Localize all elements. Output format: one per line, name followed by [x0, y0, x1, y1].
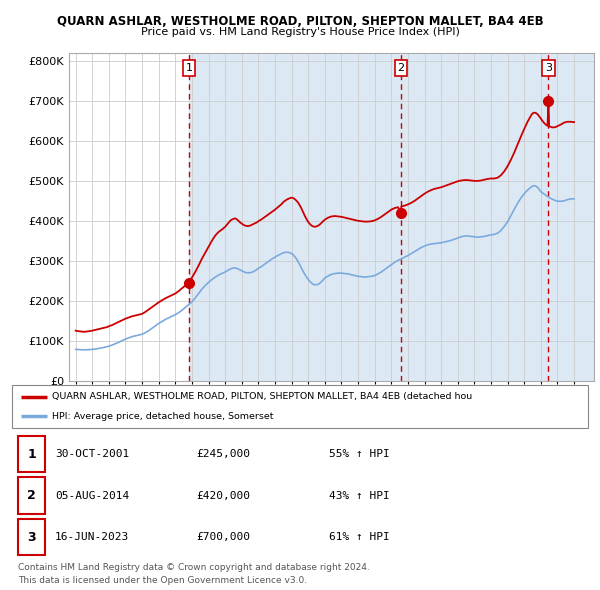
Text: 05-AUG-2014: 05-AUG-2014 [55, 491, 130, 500]
Text: 16-JUN-2023: 16-JUN-2023 [55, 532, 130, 542]
Text: Contains HM Land Registry data © Crown copyright and database right 2024.: Contains HM Land Registry data © Crown c… [18, 563, 370, 572]
Text: 2: 2 [27, 489, 36, 502]
Text: 3: 3 [27, 530, 36, 543]
Text: This data is licensed under the Open Government Licence v3.0.: This data is licensed under the Open Gov… [18, 576, 307, 585]
FancyBboxPatch shape [18, 519, 46, 555]
FancyBboxPatch shape [12, 385, 588, 428]
Bar [189, 53, 594, 381]
Text: £700,000: £700,000 [196, 532, 250, 542]
Text: 30-OCT-2001: 30-OCT-2001 [55, 449, 130, 459]
Text: £245,000: £245,000 [196, 449, 250, 459]
Text: Price paid vs. HM Land Registry's House Price Index (HPI): Price paid vs. HM Land Registry's House … [140, 27, 460, 37]
Text: 61% ↑ HPI: 61% ↑ HPI [329, 532, 389, 542]
Text: 43% ↑ HPI: 43% ↑ HPI [329, 491, 389, 500]
Text: QUARN ASHLAR, WESTHOLME ROAD, PILTON, SHEPTON MALLET, BA4 4EB (detached hou: QUARN ASHLAR, WESTHOLME ROAD, PILTON, SH… [52, 392, 473, 401]
FancyBboxPatch shape [18, 477, 46, 514]
Text: £420,000: £420,000 [196, 491, 250, 500]
Text: QUARN ASHLAR, WESTHOLME ROAD, PILTON, SHEPTON MALLET, BA4 4EB: QUARN ASHLAR, WESTHOLME ROAD, PILTON, SH… [56, 15, 544, 28]
FancyBboxPatch shape [18, 436, 46, 472]
Text: 1: 1 [27, 448, 36, 461]
Text: 55% ↑ HPI: 55% ↑ HPI [329, 449, 389, 459]
Text: 3: 3 [545, 63, 552, 73]
Text: 1: 1 [185, 63, 193, 73]
Text: 2: 2 [398, 63, 404, 73]
Text: HPI: Average price, detached house, Somerset: HPI: Average price, detached house, Some… [52, 412, 274, 421]
